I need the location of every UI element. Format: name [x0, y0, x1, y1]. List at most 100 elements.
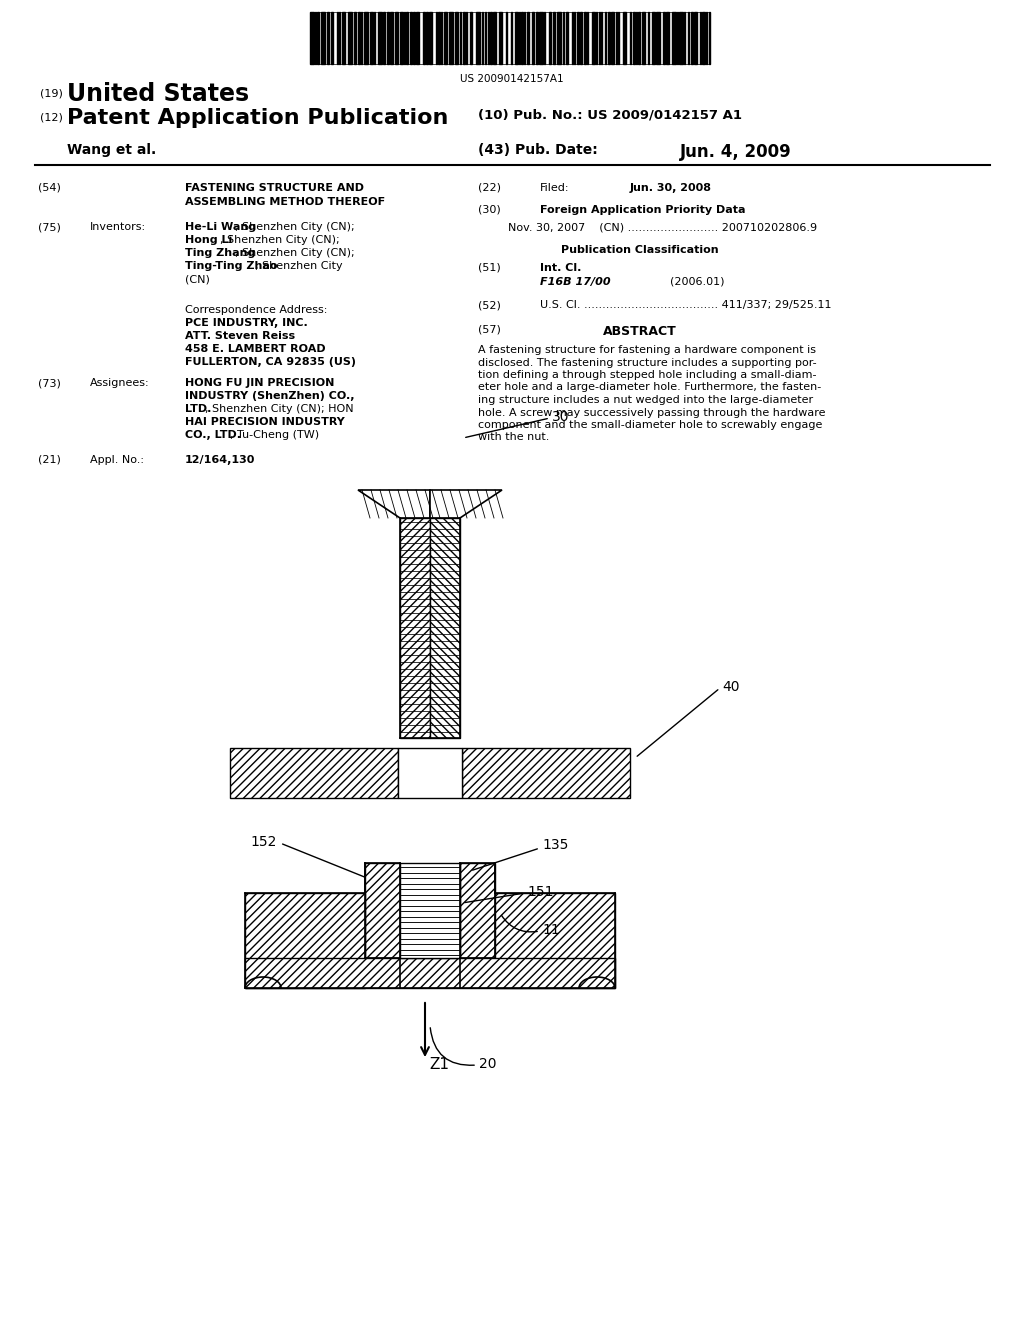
Text: (CN): (CN) [185, 275, 210, 284]
Bar [383, 12, 385, 63]
Bar [416, 12, 419, 63]
Bar [438, 12, 440, 63]
Text: (2006.01): (2006.01) [670, 277, 725, 286]
Text: ing structure includes a nut wedged into the large-diameter: ing structure includes a nut wedged into… [478, 395, 813, 405]
Bar [395, 12, 398, 63]
Text: US 20090142157A1: US 20090142157A1 [460, 74, 564, 84]
Bar [400, 863, 460, 958]
Text: (21): (21) [38, 455, 60, 465]
Text: Jun. 4, 2009: Jun. 4, 2009 [680, 143, 792, 161]
Text: (12): (12) [40, 112, 62, 121]
Bar [390, 12, 393, 63]
Bar [245, 894, 365, 987]
Bar [365, 863, 400, 958]
Bar [527, 12, 529, 63]
Text: United States: United States [67, 82, 249, 106]
Text: PCE INDUSTRY, INC.: PCE INDUSTRY, INC. [185, 318, 308, 327]
Text: Int. Cl.: Int. Cl. [540, 263, 582, 273]
Text: (57): (57) [478, 325, 501, 335]
Text: (75): (75) [38, 222, 60, 232]
Bar [310, 12, 710, 63]
Text: Foreign Application Priority Data: Foreign Application Priority Data [540, 205, 745, 215]
Bar [702, 12, 705, 63]
Text: 30: 30 [552, 411, 569, 424]
Bar [515, 12, 518, 63]
Text: ATT. Steven Reiss: ATT. Steven Reiss [185, 331, 295, 341]
Text: Z1: Z1 [429, 1057, 449, 1072]
Bar [608, 12, 610, 63]
Bar [584, 12, 586, 63]
Bar [460, 863, 495, 958]
Bar [400, 517, 430, 738]
Bar [539, 12, 543, 63]
Bar [348, 12, 352, 63]
Text: (30): (30) [478, 205, 501, 215]
Bar [462, 748, 630, 799]
Text: (43) Pub. Date:: (43) Pub. Date: [478, 143, 598, 157]
Text: (51): (51) [478, 263, 501, 273]
Text: 458 E. LAMBERT ROAD: 458 E. LAMBERT ROAD [185, 345, 326, 354]
Bar [378, 12, 382, 63]
Bar [410, 12, 412, 63]
Bar [592, 12, 595, 63]
Text: FULLERTON, CA 92835 (US): FULLERTON, CA 92835 (US) [185, 356, 356, 367]
Bar [691, 12, 693, 63]
Text: Patent Application Publication: Patent Application Publication [67, 108, 449, 128]
Text: ASSEMBLING METHOD THEREOF: ASSEMBLING METHOD THEREOF [185, 197, 385, 207]
Text: component and the small-diameter hole to screwably engage: component and the small-diameter hole to… [478, 420, 822, 430]
Bar [536, 12, 538, 63]
Bar [430, 517, 460, 738]
Text: , Shenzhen City: , Shenzhen City [255, 261, 343, 271]
Text: CO., LTD.: CO., LTD. [185, 430, 241, 440]
Bar [476, 12, 480, 63]
Text: Correspondence Address:: Correspondence Address: [185, 305, 328, 315]
Text: hole. A screw may successively passing through the hardware: hole. A screw may successively passing t… [478, 408, 825, 417]
Text: with the nut.: with the nut. [478, 433, 549, 442]
Bar [557, 12, 561, 63]
Text: Jun. 30, 2008: Jun. 30, 2008 [630, 183, 712, 193]
Bar [672, 12, 676, 63]
Text: eter hole and a large-diameter hole. Furthermore, the fasten-: eter hole and a large-diameter hole. Fur… [478, 383, 821, 392]
Bar [580, 12, 582, 63]
Text: Ting-Ting Zhao: Ting-Ting Zhao [185, 261, 278, 271]
Bar [623, 12, 626, 63]
Text: (10) Pub. No.: US 2009/0142157 A1: (10) Pub. No.: US 2009/0142157 A1 [478, 108, 742, 121]
Bar [327, 12, 329, 63]
Text: Hong Li: Hong Li [185, 235, 232, 246]
Bar [423, 12, 425, 63]
Bar [633, 12, 635, 63]
Bar [342, 12, 345, 63]
Bar [611, 12, 614, 63]
Text: Inventors:: Inventors: [90, 222, 146, 232]
Bar [358, 12, 360, 63]
Bar [679, 12, 683, 63]
Polygon shape [430, 490, 502, 517]
Bar [694, 12, 697, 63]
Text: 152: 152 [250, 836, 276, 849]
Bar [532, 12, 534, 63]
Text: 20: 20 [479, 1057, 497, 1071]
Text: , Tu-Cheng (TW): , Tu-Cheng (TW) [230, 430, 319, 440]
Bar [310, 12, 314, 63]
Bar [663, 12, 665, 63]
Text: disclosed. The fastening structure includes a supporting por-: disclosed. The fastening structure inclu… [478, 358, 816, 367]
Text: , Shenzhen City (CN);: , Shenzhen City (CN); [234, 248, 354, 257]
Bar [429, 12, 432, 63]
Text: HAI PRECISION INDUSTRY: HAI PRECISION INDUSTRY [185, 417, 345, 426]
Bar [387, 12, 389, 63]
Bar [331, 12, 333, 63]
Text: , Shenzhen City (CN);: , Shenzhen City (CN); [234, 222, 354, 232]
Text: INDUSTRY (ShenZhen) CO.,: INDUSTRY (ShenZhen) CO., [185, 391, 354, 401]
Bar [444, 12, 447, 63]
Bar [470, 12, 472, 63]
Bar [455, 12, 458, 63]
Bar [577, 12, 579, 63]
Bar [521, 12, 523, 63]
Bar [245, 958, 615, 987]
Bar [463, 12, 465, 63]
Text: (73): (73) [38, 378, 60, 388]
Text: 151: 151 [527, 884, 554, 899]
Text: (54): (54) [38, 183, 60, 193]
Text: HONG FU JIN PRECISION: HONG FU JIN PRECISION [185, 378, 335, 388]
Bar [400, 12, 403, 63]
